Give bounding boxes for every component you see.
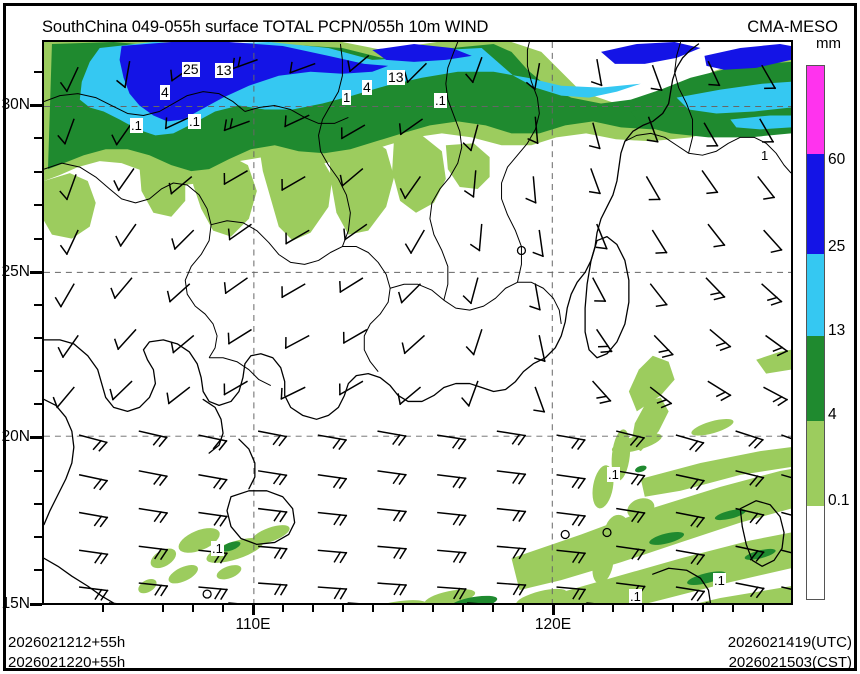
- x-tick-minor: [462, 605, 464, 612]
- contour-label: .1: [607, 467, 620, 482]
- y-tick-minor: [34, 403, 42, 405]
- x-tick-minor: [522, 605, 524, 612]
- contour-label: .1: [211, 541, 224, 556]
- map-canvas: [44, 42, 791, 603]
- colorbar-segment-13-25: [807, 254, 824, 336]
- y-tick-20n: [30, 436, 42, 439]
- y-tick-minor: [34, 503, 42, 505]
- footer-init-time-cst: 2026021220+55h: [8, 654, 126, 671]
- x-tick-minor: [312, 605, 314, 612]
- contour-label: .1: [629, 589, 642, 604]
- y-axis-label-30n: 30N: [1, 96, 30, 113]
- y-tick-30n: [30, 104, 42, 107]
- y-axis-label-20n: 20N: [1, 428, 30, 445]
- y-tick-minor: [34, 171, 42, 173]
- x-tick-minor: [402, 605, 404, 612]
- y-tick-minor: [34, 238, 42, 240]
- page-frame: [3, 3, 857, 671]
- x-tick-minor: [732, 605, 734, 612]
- x-tick-minor: [282, 605, 284, 612]
- contour-label: .1: [713, 573, 726, 588]
- contour-label: 13: [215, 62, 233, 78]
- y-tick-minor: [34, 137, 42, 139]
- contour-label: 13: [387, 69, 405, 85]
- y-tick-minor: [34, 536, 42, 538]
- x-tick-minor: [162, 605, 164, 612]
- footer-init-time-utc: 2026021212+55h: [8, 634, 126, 651]
- colorbar-tick-4: 4: [828, 406, 837, 423]
- precip-shading-sea: [138, 349, 791, 603]
- colorbar-segment-below-0.1: [807, 506, 824, 598]
- precipitation-colorbar[interactable]: [806, 65, 825, 600]
- x-tick-minor: [762, 605, 764, 612]
- y-tick-minor: [34, 337, 42, 339]
- colorbar-tick-13: 13: [828, 322, 846, 339]
- y-axis-label-15n: 15N: [1, 595, 30, 612]
- y-tick-minor: [34, 204, 42, 206]
- colorbar-segment-25-60: [807, 154, 824, 254]
- x-tick-minor: [192, 605, 194, 612]
- footer-valid-time-utc: 2026021419(UTC): [727, 634, 852, 651]
- map-coastlines: [44, 43, 785, 603]
- x-tick-120e: [552, 605, 555, 615]
- y-tick-minor: [34, 304, 42, 306]
- colorbar-tick-0.1: 0.1: [828, 492, 850, 509]
- contour-label: 25: [182, 61, 200, 77]
- x-tick-minor: [372, 605, 374, 612]
- y-tick-minor: [34, 71, 42, 73]
- x-tick-minor: [612, 605, 614, 612]
- x-tick-minor: [702, 605, 704, 612]
- wind-barbs: [52, 54, 791, 603]
- x-tick-minor: [102, 605, 104, 612]
- x-tick-minor: [432, 605, 434, 612]
- contour-label: .1: [188, 114, 201, 129]
- y-tick-minor: [34, 470, 42, 472]
- footer-valid-time-cst: 2026021503(CST): [728, 654, 852, 671]
- colorbar-tick-25: 25: [828, 238, 846, 255]
- model-label: CMA-MESO: [747, 18, 838, 36]
- x-tick-minor: [672, 605, 674, 612]
- map-plot-area[interactable]: 25 13 4 13 4 .1 .1 1 .1 1 .1 .1 .1 .1: [42, 40, 793, 605]
- y-tick-25n: [30, 271, 42, 274]
- colorbar-segment-0.1-4: [807, 421, 824, 506]
- x-tick-minor: [342, 605, 344, 612]
- page-title: SouthChina 049-055h surface TOTAL PCPN/0…: [42, 18, 489, 36]
- colorbar-segment-4-13: [807, 336, 824, 421]
- x-tick-minor: [642, 605, 644, 612]
- colorbar-segment-above-60: [807, 66, 824, 154]
- x-tick-110e: [252, 605, 255, 615]
- y-tick-15n: [30, 603, 42, 606]
- x-tick-minor: [582, 605, 584, 612]
- contour-label: 1: [760, 148, 770, 163]
- x-tick-minor: [492, 605, 494, 612]
- y-tick-minor: [34, 370, 42, 372]
- contour-label: 1: [342, 90, 352, 105]
- colorbar-unit-label: mm: [816, 35, 841, 52]
- contour-label: .1: [434, 93, 447, 108]
- contour-label: .1: [130, 118, 143, 133]
- contour-label: 4: [160, 84, 170, 100]
- y-axis-label-25n: 25N: [1, 263, 30, 280]
- x-axis-label-120e: 120E: [534, 616, 572, 633]
- colorbar-tick-60: 60: [828, 151, 846, 168]
- contour-label: 4: [362, 79, 372, 95]
- y-tick-minor: [34, 569, 42, 571]
- precip-shading-blue: [119, 42, 791, 122]
- x-tick-minor: [222, 605, 224, 612]
- x-axis-label-110e: 110E: [235, 616, 271, 633]
